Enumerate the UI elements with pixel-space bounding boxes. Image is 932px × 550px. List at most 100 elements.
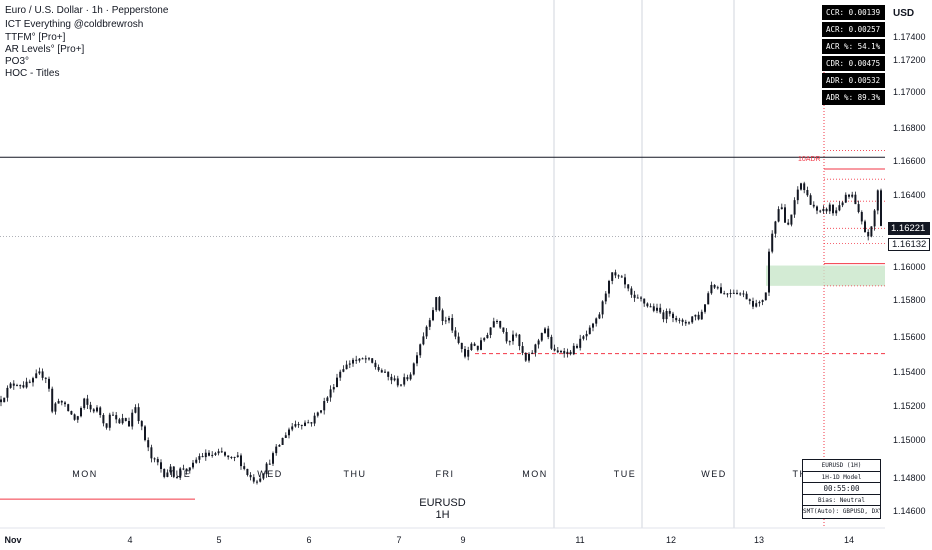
candle: [73, 413, 76, 421]
candle-body: [99, 407, 102, 416]
candle-body: [188, 467, 191, 471]
candle-body: [713, 284, 716, 288]
candle-body: [819, 210, 822, 212]
candle: [476, 345, 479, 352]
y-tick-label: 1.16400: [893, 190, 926, 200]
candle-body: [880, 190, 882, 226]
candle-body: [662, 312, 665, 320]
candle: [419, 343, 422, 358]
info-clock: 00:55:00: [803, 483, 880, 495]
candle-body: [483, 338, 486, 341]
candle-body: [0, 399, 2, 403]
candle: [665, 308, 668, 324]
candle: [492, 317, 495, 328]
adr-annotation: 10ADR: [798, 156, 821, 163]
candle-body: [668, 310, 671, 314]
stat-acr: ACR: 0.00257: [822, 22, 885, 37]
candle: [585, 330, 588, 341]
candle: [592, 322, 594, 332]
candle: [275, 444, 278, 456]
candle-body: [636, 297, 639, 299]
candle-body: [860, 212, 863, 222]
candle: [460, 342, 463, 353]
candle: [777, 206, 780, 223]
candle: [163, 468, 166, 479]
candle-body: [451, 318, 454, 331]
candle: [400, 384, 402, 387]
candle-body: [9, 383, 12, 388]
candle-body: [502, 327, 505, 332]
candle: [67, 403, 70, 412]
candle-body: [259, 478, 262, 482]
candle: [204, 449, 207, 461]
candle: [707, 291, 710, 305]
candle-body: [800, 183, 802, 190]
candle: [227, 455, 230, 460]
candle-body: [169, 466, 172, 473]
candle-body: [396, 378, 399, 386]
candle: [320, 410, 322, 414]
candle-body: [422, 336, 425, 345]
candle-body: [854, 194, 857, 205]
currency-selector[interactable]: USD: [893, 8, 915, 19]
indicator-ttfm[interactable]: TTFM° [Pro+]: [5, 32, 66, 43]
indicator-ar-levels[interactable]: AR Levels° [Pro+]: [5, 44, 85, 55]
candle-body: [240, 455, 242, 467]
candle-body: [777, 209, 780, 222]
candle-body: [761, 300, 764, 302]
candle: [515, 332, 518, 338]
candle-body: [598, 314, 601, 319]
candle-body: [550, 336, 553, 349]
candle-body: [873, 210, 876, 227]
candle: [364, 355, 367, 364]
candle-body: [332, 387, 335, 390]
candle: [345, 360, 348, 370]
candle: [825, 207, 828, 214]
candle-body: [528, 353, 530, 361]
candle-body: [758, 301, 761, 304]
candle-body: [585, 333, 588, 337]
y-tick-label: 1.14600: [893, 506, 926, 516]
candle-body: [851, 194, 854, 197]
candle: [243, 462, 246, 471]
candle: [563, 348, 566, 358]
candle: [784, 204, 786, 223]
candle: [876, 189, 879, 215]
candle-body: [678, 319, 681, 321]
candle-body: [342, 369, 345, 372]
candle-body: [556, 350, 559, 353]
chart-title[interactable]: Euro / U.S. Dollar · 1h · Pepperstone: [5, 5, 169, 16]
candle: [272, 451, 274, 467]
candle: [32, 376, 34, 387]
candle: [12, 380, 15, 390]
candle-body: [736, 292, 738, 294]
candle: [598, 312, 601, 320]
candle-body: [355, 359, 358, 361]
candle-body: [656, 307, 658, 311]
indicator-ict[interactable]: ICT Everything @coldbrewrosh: [5, 19, 144, 30]
candle-body: [579, 338, 582, 348]
stat-ccr: CCR: 0.00139: [822, 5, 885, 20]
candle-body: [624, 277, 626, 285]
candle: [745, 291, 748, 300]
candle: [3, 397, 6, 403]
candle-body: [380, 370, 383, 373]
candle: [128, 417, 130, 427]
candle: [457, 332, 460, 345]
candle: [704, 304, 706, 314]
candle: [160, 459, 162, 473]
candle-body: [742, 293, 745, 295]
candle: [547, 325, 550, 340]
candle: [771, 230, 774, 254]
candle-body: [220, 451, 223, 453]
indicator-hoc[interactable]: HOC - Titles: [5, 68, 60, 79]
candle: [278, 444, 281, 447]
candle-body: [416, 355, 418, 364]
indicator-po3[interactable]: PO3°: [5, 56, 30, 67]
candle: [51, 386, 54, 414]
candle-body: [163, 468, 166, 477]
candle-body: [166, 472, 169, 477]
candle-body: [521, 346, 524, 353]
y-tick-label: 1.15000: [893, 435, 926, 445]
